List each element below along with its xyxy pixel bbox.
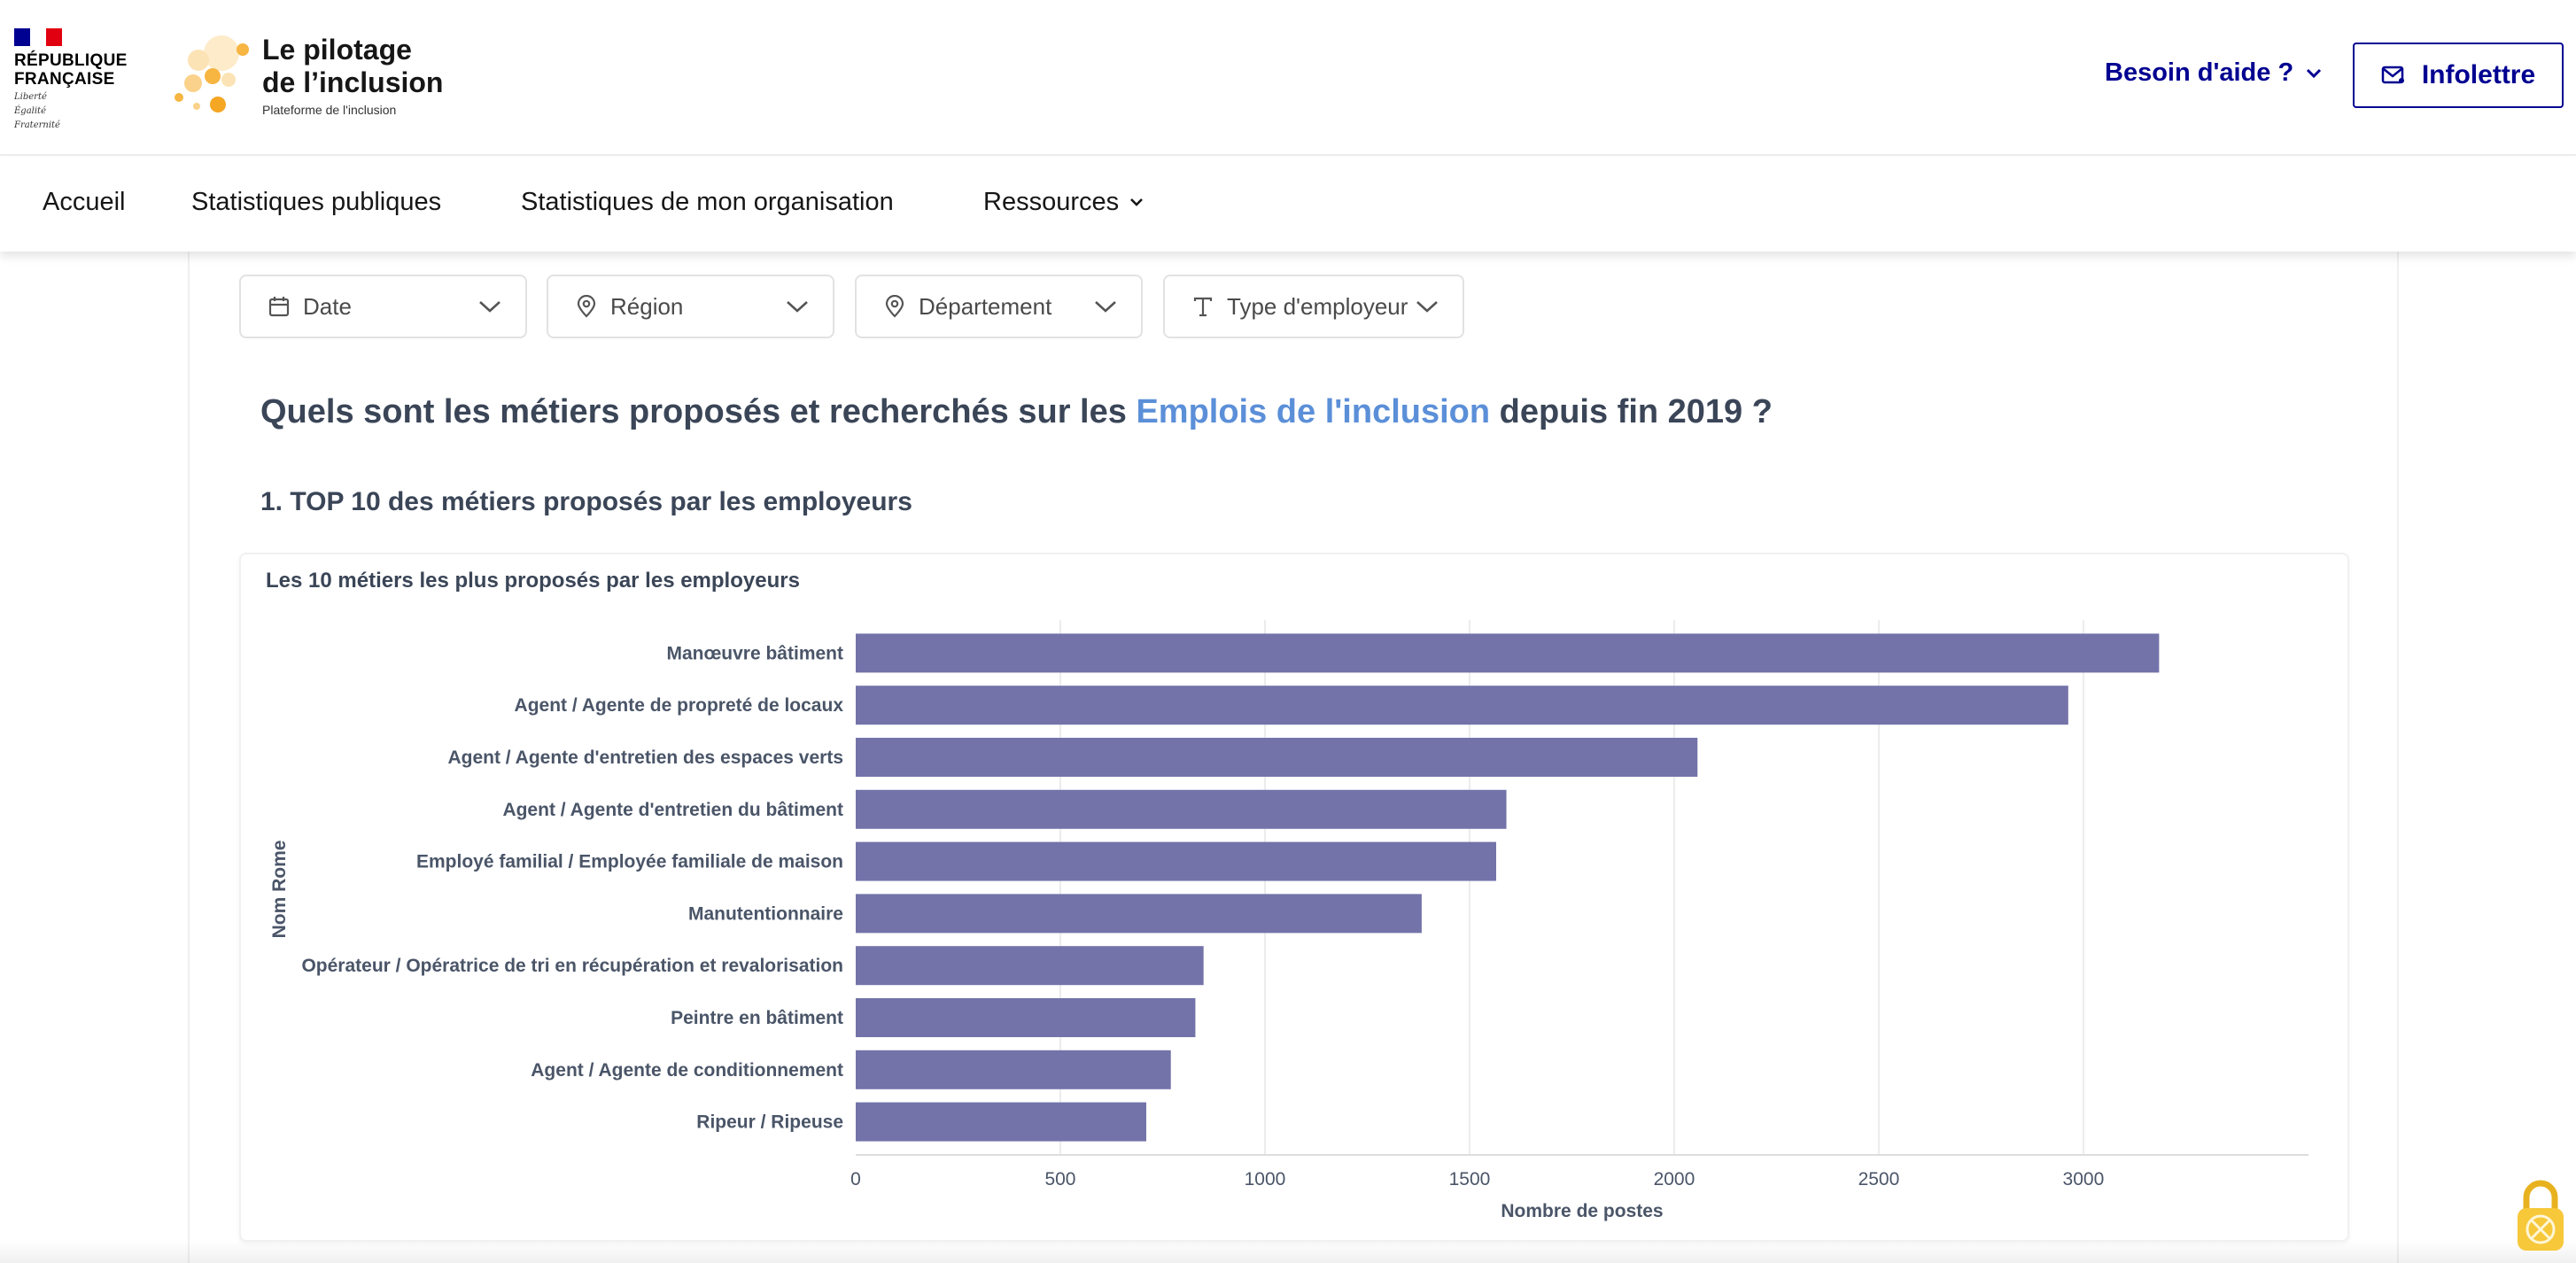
bar[interactable]: [856, 686, 2068, 725]
republique-line-1: RÉPUBLIQUE: [14, 51, 128, 70]
y-axis-label: Nom Rome: [269, 841, 290, 939]
question-text-start: Quels sont les métiers proposés et reche…: [260, 393, 1137, 430]
filter-departement[interactable]: Département: [855, 275, 1143, 338]
category-label: Agent / Agente de propreté de locaux: [515, 695, 844, 716]
bar-chart: Manœuvre bâtiment Agent / Agente de propr…: [269, 620, 2308, 1221]
republique-line-2: FRANÇAISE: [14, 70, 115, 89]
x-tick-label: 2500: [1858, 1169, 1900, 1189]
category-label: Agent / Agente d'entretien du bâtiment: [502, 800, 843, 820]
question-text-end: depuis fin 2019 ?: [1490, 393, 1773, 430]
section-title: 1. TOP 10 des métiers proposés par les e…: [260, 487, 912, 516]
category-label: Manutentionnaire: [688, 903, 843, 924]
chevron-down-icon: [1130, 198, 1144, 206]
bar[interactable]: [856, 738, 1698, 777]
help-menu-button[interactable]: Besoin d'aide ?: [2105, 58, 2322, 88]
help-label: Besoin d'aide ?: [2105, 58, 2294, 87]
category-label: Employé familial / Employée familiale de…: [416, 852, 843, 872]
filter-date[interactable]: Date: [239, 275, 527, 338]
category-label: Opérateur / Opératrice de tri en récupér…: [301, 956, 843, 976]
nav-item-statistiques-organisation[interactable]: Statistiques de mon organisation: [521, 188, 894, 217]
brand-title-line-2: de l’inclusion: [262, 66, 444, 98]
padlock-icon[interactable]: [2512, 1173, 2569, 1258]
category-label: Agent / Agente de conditionnement: [531, 1060, 843, 1081]
bar[interactable]: [856, 1050, 1171, 1089]
x-tick-label: 2000: [1654, 1169, 1695, 1189]
bar[interactable]: [856, 894, 1422, 934]
main-navigation: Accueil Statistiques publiques Statistiq…: [0, 158, 2576, 252]
french-flag-icon: [14, 28, 62, 46]
chevron-down-icon: [2307, 68, 2322, 78]
bar[interactable]: [856, 946, 1204, 986]
filter-label: Région: [610, 292, 684, 320]
bar[interactable]: [856, 998, 1196, 1037]
chevron-down-icon: [479, 301, 500, 313]
chevron-down-icon: [1416, 301, 1438, 313]
category-label: Manœuvre bâtiment: [666, 643, 843, 663]
newsletter-button[interactable]: Infolettre: [2353, 43, 2564, 108]
brand-logo-link[interactable]: Le pilotage de l’inclusion Plateforme de…: [168, 30, 461, 119]
nav-item-label: Accueil: [43, 188, 126, 216]
category-label: Peintre en bâtiment: [671, 1008, 843, 1028]
filter-label: Département: [919, 292, 1052, 320]
site-header: RÉPUBLIQUE FRANÇAISE Liberté Égalité Fra…: [0, 0, 2576, 156]
x-tick-label: 1500: [1449, 1169, 1491, 1189]
calendar-icon: [268, 297, 290, 317]
mail-icon: [2381, 66, 2404, 84]
x-axis-label: Nombre de postes: [1501, 1201, 1663, 1221]
x-tick-label: 0: [850, 1169, 861, 1189]
brand-title-line-1: Le pilotage: [262, 34, 412, 66]
nav-item-statistiques-publiques[interactable]: Statistiques publiques: [191, 188, 441, 217]
republique-francaise-logo[interactable]: RÉPUBLIQUE FRANÇAISE Liberté Égalité Fra…: [14, 28, 129, 131]
location-pin-icon: [577, 295, 596, 318]
filter-type-employeur[interactable]: Type d'employeur: [1163, 275, 1464, 338]
filter-region[interactable]: Région: [547, 275, 834, 338]
motto-egalite: Égalité: [14, 106, 46, 116]
category-label: Agent / Agente d'entretien des espaces v…: [447, 748, 843, 768]
chart-title: Les 10 métiers les plus proposés par les…: [266, 569, 800, 593]
x-tick-label: 500: [1044, 1169, 1075, 1189]
nav-item-accueil[interactable]: Accueil: [43, 188, 126, 217]
x-tick-label: 3000: [2063, 1169, 2105, 1189]
x-tick-label: 1000: [1245, 1169, 1286, 1189]
motto-fraternite: Fraternité: [14, 120, 60, 130]
bubbles-logo-icon: [175, 35, 249, 112]
emplois-inclusion-link[interactable]: Emplois de l'inclusion: [1136, 393, 1491, 430]
bar[interactable]: [856, 841, 1496, 881]
nav-item-label: Ressources: [983, 188, 1120, 216]
filter-label: Type d'employeur: [1227, 292, 1408, 320]
newsletter-label: Infolettre: [2421, 60, 2536, 89]
location-pin-icon: [885, 295, 904, 318]
brand-subtitle: Plateforme de l'inclusion: [262, 103, 397, 117]
chart-card: Les 10 métiers les plus proposés par les…: [239, 553, 2349, 1242]
bar[interactable]: [856, 1102, 1146, 1142]
nav-item-label: Statistiques publiques: [191, 188, 442, 216]
bar[interactable]: [856, 633, 2160, 673]
text-type-icon: [1193, 297, 1213, 317]
chevron-down-icon: [787, 301, 808, 313]
chevron-down-icon: [1095, 301, 1116, 313]
motto-liberte: Liberté: [14, 92, 47, 102]
filter-label: Date: [303, 292, 352, 320]
bottom-shadow: [0, 1240, 2576, 1263]
category-label: Ripeur / Ripeuse: [696, 1112, 843, 1133]
nav-item-label: Statistiques de mon organisation: [521, 188, 894, 216]
nav-item-ressources[interactable]: Ressources: [983, 188, 1144, 217]
page-question-heading: Quels sont les métiers proposés et reche…: [260, 393, 1773, 431]
bar[interactable]: [856, 789, 1507, 829]
